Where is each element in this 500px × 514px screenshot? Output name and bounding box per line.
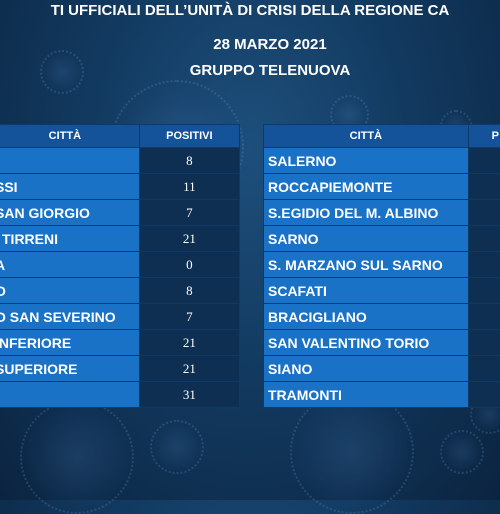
positivi-cell (468, 226, 500, 252)
virus-decoration-icon (20, 400, 134, 514)
positivi-cell: 21 (139, 356, 239, 382)
table-row: S.EGIDIO DEL M. ALBINO (264, 200, 500, 226)
table-row: A0 (0, 252, 240, 278)
city-cell (0, 382, 139, 408)
table-row: O8 (0, 278, 240, 304)
virus-decoration-icon (290, 390, 414, 514)
table-row: SALERNO (264, 148, 500, 174)
positivi-cell (468, 304, 500, 330)
city-cell: INFERIORE (0, 330, 139, 356)
column-header-positivi: P (468, 125, 500, 148)
virus-decoration-icon (440, 430, 484, 474)
table-row: 31 (0, 382, 240, 408)
header-title: TI UFFICIALI DELL’UNITÀ DI CRISI DELLA R… (0, 2, 500, 20)
table-row: BRACIGLIANO (264, 304, 500, 330)
city-cell: SAN VALENTINO TORIO (264, 330, 469, 356)
table-row: 8 (0, 148, 240, 174)
positivi-cell: 31 (139, 382, 239, 408)
table-header-row: CITTÀ P (264, 125, 500, 148)
city-cell: ROCCAPIEMONTE (264, 174, 469, 200)
positivi-cell (468, 356, 500, 382)
table-row: SAN VALENTINO TORIO (264, 330, 500, 356)
virus-decoration-icon (150, 420, 204, 474)
table-row: S. MARZANO SUL SARNO (264, 252, 500, 278)
city-cell: SSI (0, 174, 139, 200)
positivi-cell: 11 (139, 174, 239, 200)
city-cell: ’ TIRRENI (0, 226, 139, 252)
header-date: 28 MARZO 2021 (0, 36, 500, 54)
positivi-cell (468, 382, 500, 408)
column-header-city: CITTÀ (0, 125, 139, 148)
column-header-positivi: POSITIVI (139, 125, 239, 148)
city-cell: O SAN SEVERINO (0, 304, 139, 330)
table-header-row: CITTÀ POSITIVI (0, 125, 240, 148)
positivi-cell: 8 (139, 278, 239, 304)
city-cell: BRACIGLIANO (264, 304, 469, 330)
positivi-cell: 0 (139, 252, 239, 278)
city-cell: S.EGIDIO DEL M. ALBINO (264, 200, 469, 226)
positivi-cell (468, 174, 500, 200)
table-row: SSI11 (0, 174, 240, 200)
positivi-cell: 8 (139, 148, 239, 174)
table-row: SARNO (264, 226, 500, 252)
city-cell: S. MARZANO SUL SARNO (264, 252, 469, 278)
positivi-cell (468, 330, 500, 356)
city-cell: SIANO (264, 356, 469, 382)
city-cell (0, 148, 139, 174)
positivi-cell: 21 (139, 226, 239, 252)
table-row: ROCCAPIEMONTE (264, 174, 500, 200)
positivi-cell (468, 148, 500, 174)
city-cell: O (0, 278, 139, 304)
city-cell: SALERNO (264, 148, 469, 174)
positivi-cell: 21 (139, 330, 239, 356)
positivi-cell (468, 252, 500, 278)
table-row: SCAFATI (264, 278, 500, 304)
right-table: CITTÀ P SALERNO ROCCAPIEMONTE S.EGIDIO D… (263, 124, 500, 408)
positivi-cell (468, 200, 500, 226)
table-row: TRAMONTI (264, 382, 500, 408)
positivi-cell: 7 (139, 304, 239, 330)
city-cell: A (0, 252, 139, 278)
city-cell: SUPERIORE (0, 356, 139, 382)
positivi-cell: 7 (139, 200, 239, 226)
city-cell: TRAMONTI (264, 382, 469, 408)
city-cell: SARNO (264, 226, 469, 252)
column-header-city: CITTÀ (264, 125, 469, 148)
header-source: GRUPPO TELENUOVA (0, 62, 500, 80)
table-row: SIANO (264, 356, 500, 382)
city-cell: SAN GIORGIO (0, 200, 139, 226)
city-cell: SCAFATI (264, 278, 469, 304)
positivi-cell (468, 278, 500, 304)
